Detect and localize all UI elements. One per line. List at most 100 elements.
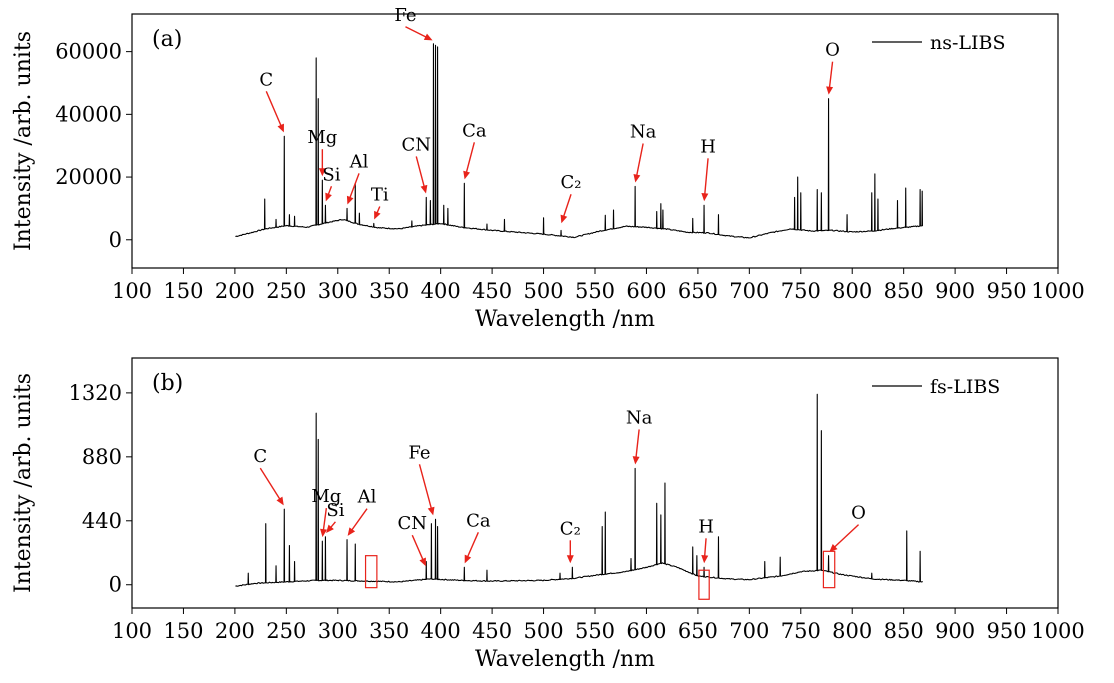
panel-label: (a) (152, 27, 182, 52)
x-axis-title: Wavelength /nm (475, 307, 655, 332)
peak-arrowhead (427, 506, 435, 516)
x-tick-label: 250 (266, 619, 306, 643)
x-tick-label: 600 (626, 619, 666, 643)
peak-arrowhead (829, 543, 838, 552)
peak-arrowhead (318, 168, 326, 177)
peak-arrowhead (423, 33, 433, 41)
legend-label: fs-LIBS (930, 376, 1000, 398)
y-tick-label: 0 (109, 573, 122, 597)
y-tick-label: 1320 (69, 381, 122, 405)
peak-arrow (466, 532, 479, 559)
y-axis-title: Intensity /arb. units (11, 373, 36, 593)
spectrum-line (235, 393, 923, 587)
x-tick-label: 950 (987, 279, 1027, 303)
peak-arrowhead (463, 170, 471, 180)
plot-frame (131, 13, 1059, 269)
x-tick-label: 200 (215, 619, 255, 643)
x-tick-label: 450 (472, 279, 512, 303)
peak-label: Mg (307, 127, 337, 148)
highlight-box (822, 550, 836, 589)
peak-arrow (635, 429, 640, 459)
peak-arrow (265, 91, 283, 128)
x-tick-label: 100 (112, 279, 152, 303)
peak-label: C₂ (560, 518, 581, 539)
x-tick-label: 250 (266, 279, 306, 303)
peak-label: O (825, 40, 840, 61)
x-tick-label: 850 (884, 619, 924, 643)
x-tick-label: 800 (832, 279, 872, 303)
highlight-box (364, 555, 378, 589)
peak-arrowhead (276, 496, 284, 506)
peak-arrow (465, 142, 476, 174)
peak-arrow (703, 158, 709, 196)
peak-arrowhead (464, 554, 472, 564)
peak-arrow (350, 508, 368, 532)
highlight-box (698, 569, 710, 600)
x-axis-title: Wavelength /nm (475, 647, 655, 672)
x-tick-label: 650 (678, 279, 718, 303)
y-tick-label: 880 (82, 445, 122, 469)
peak-arrow (415, 156, 426, 188)
legend-label: ns-LIBS (930, 32, 1006, 54)
x-tick-label: 600 (626, 279, 666, 303)
x-tick-label: 400 (421, 279, 461, 303)
x-tick-label: 100 (112, 619, 152, 643)
peak-arrowhead (346, 195, 354, 205)
peak-arrow (348, 173, 360, 200)
peak-label: CN (401, 134, 431, 155)
x-tick-label: 350 (369, 619, 409, 643)
x-tick-label: 750 (781, 619, 821, 643)
peak-label: Si (326, 500, 344, 521)
spectrum-line (235, 43, 924, 239)
peak-label: Ca (466, 510, 491, 531)
peak-label: Si (322, 164, 340, 185)
panel-b: 100 150 200 250 300 350 400 450 500 550 600 650 700 7… (11, 357, 1085, 672)
x-tick-label: 850 (884, 279, 924, 303)
peak-arrowhead (701, 193, 709, 202)
x-tick-label: 500 (524, 619, 564, 643)
peak-arrowhead (419, 557, 426, 567)
x-tick-label: 300 (318, 279, 358, 303)
peak-arrow (405, 26, 428, 39)
peak-label: Mg (311, 486, 341, 507)
peak-arrowhead (633, 173, 641, 183)
x-tick-label: 900 (935, 279, 975, 303)
panel-label: (b) (152, 371, 183, 396)
peak-label: O (851, 503, 866, 524)
peak-arrowhead (632, 456, 640, 465)
peak-label: H (700, 136, 716, 157)
x-tick-label: 400 (421, 619, 461, 643)
x-tick-label: 700 (729, 619, 769, 643)
peak-label: C (253, 446, 267, 467)
panel-a: 100 150 200 250 300 350 400 450 500 550 600 650 700 7… (11, 5, 1085, 332)
peak-label: C (259, 69, 273, 90)
peak-label: Na (630, 121, 657, 142)
x-tick-label: 450 (472, 619, 512, 643)
x-tick-label: 150 (163, 619, 203, 643)
peak-label: Ti (371, 184, 389, 205)
peak-arrowhead (347, 527, 356, 536)
peak-label: Al (349, 151, 369, 172)
peak-arrow (322, 508, 328, 532)
x-tick-label: 350 (369, 279, 409, 303)
x-tick-label: 200 (215, 279, 255, 303)
x-tick-label: 750 (781, 279, 821, 303)
peak-label: Al (357, 487, 377, 508)
peak-arrowhead (420, 184, 428, 194)
peak-arrow (828, 61, 834, 89)
x-tick-label: 900 (935, 619, 975, 643)
peak-arrowhead (325, 192, 332, 202)
x-tick-label: 1000 (1031, 279, 1084, 303)
plot-frame (131, 357, 1059, 609)
peak-arrow (635, 143, 644, 177)
x-tick-label: 300 (318, 619, 358, 643)
peak-arrowhead (326, 524, 334, 534)
peak-arrowhead (566, 555, 574, 564)
peak-label: Fe (408, 442, 430, 463)
peak-label: CN (397, 513, 427, 534)
peak-label: Fe (394, 5, 416, 26)
peak-label: Ca (462, 120, 487, 141)
peak-arrowhead (560, 214, 568, 224)
x-tick-label: 550 (575, 279, 615, 303)
